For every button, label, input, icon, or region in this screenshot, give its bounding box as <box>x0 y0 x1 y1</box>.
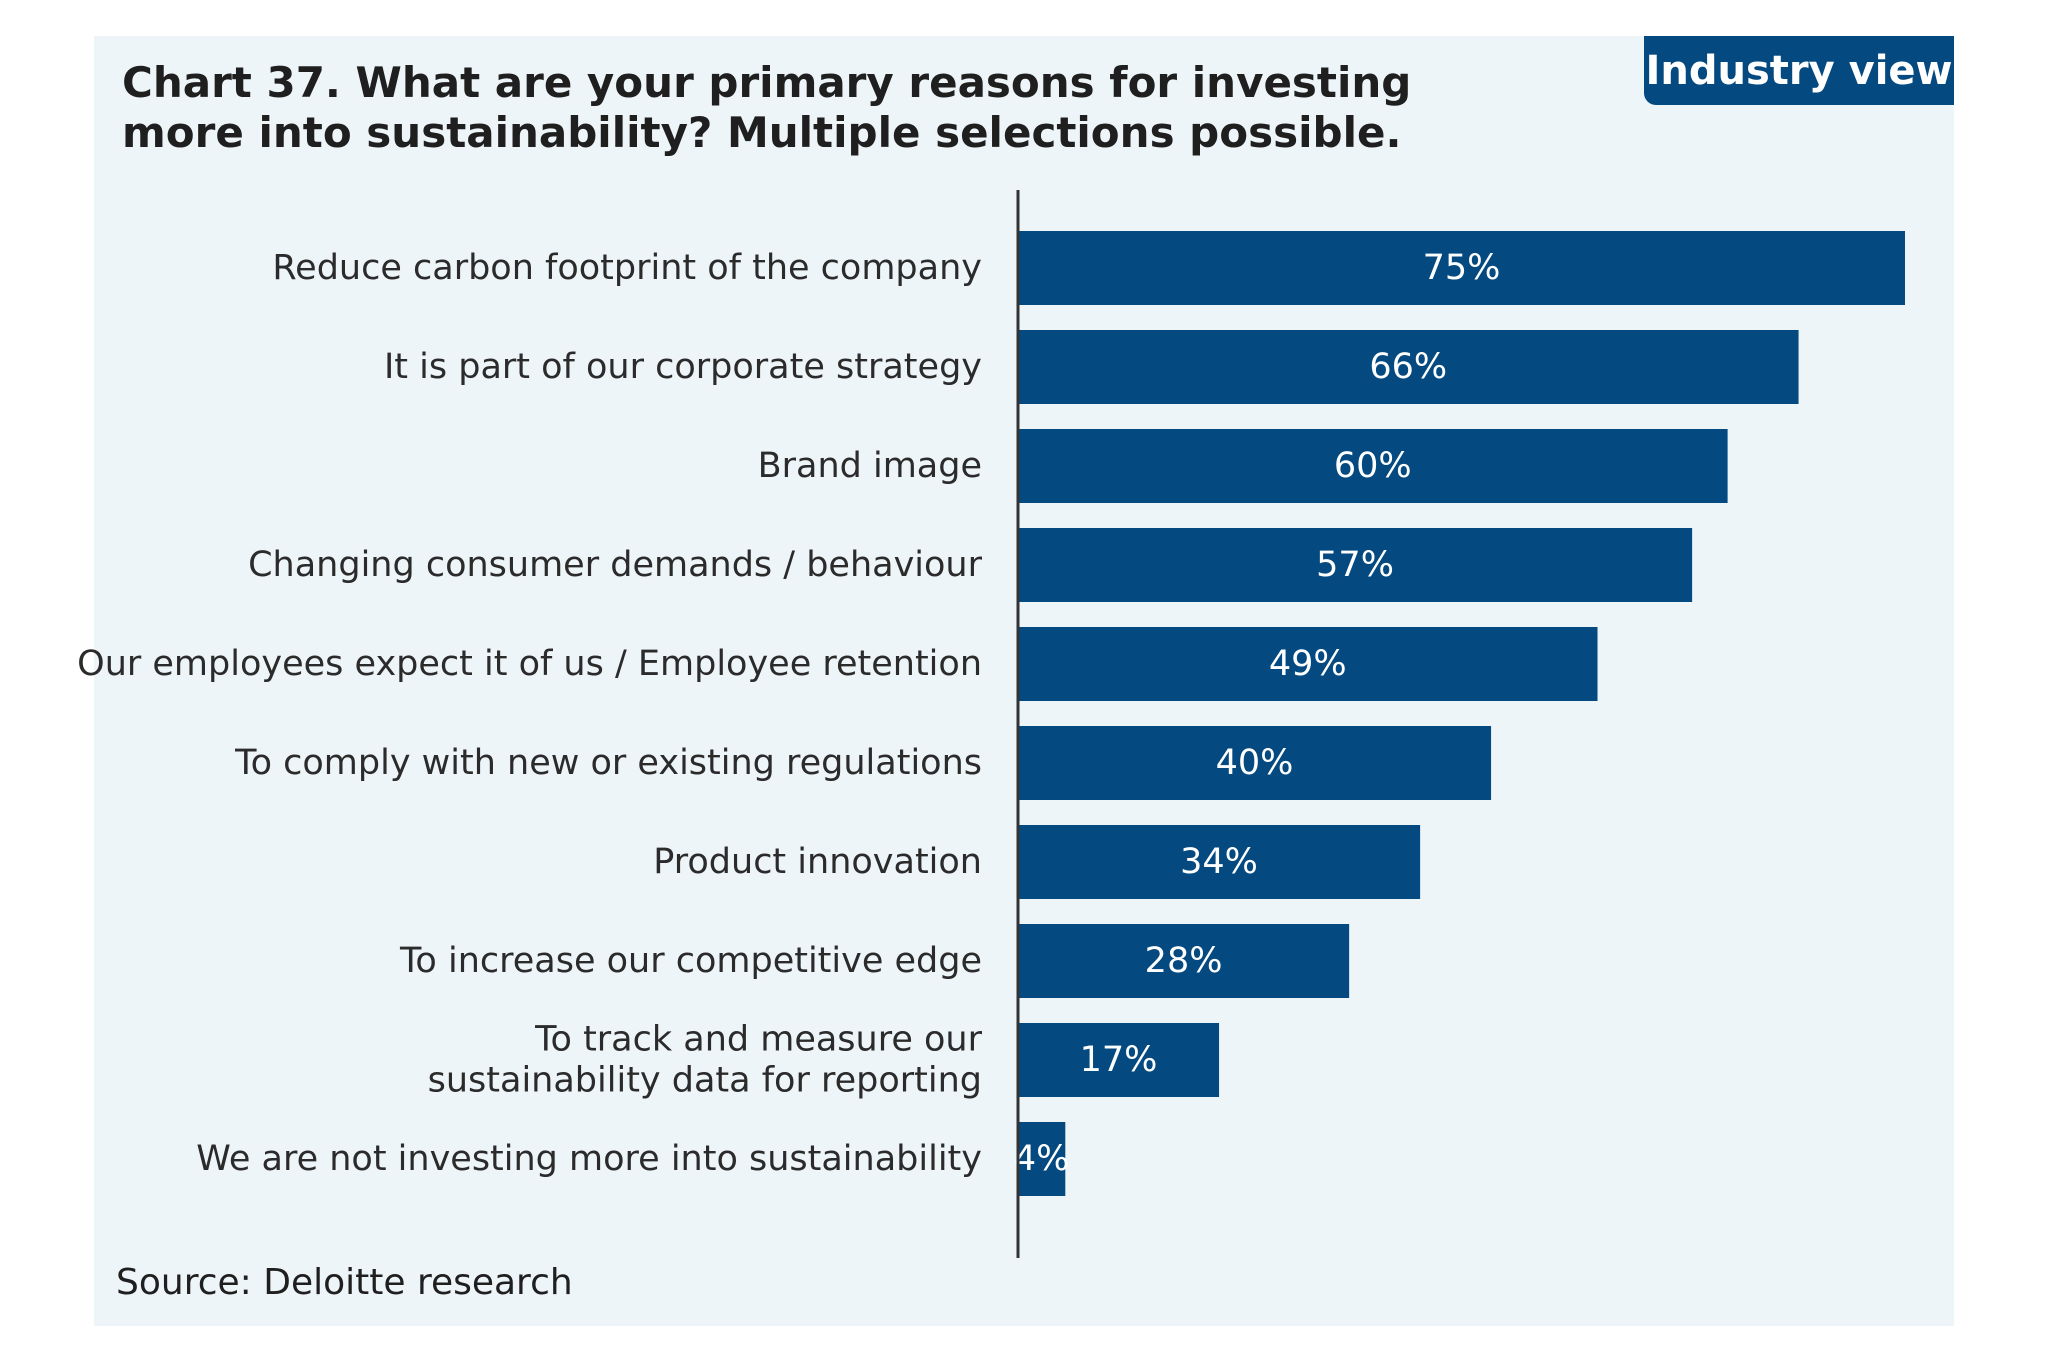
category-label: We are not investing more into sustainab… <box>196 1139 982 1179</box>
data-label: 57% <box>1316 545 1394 585</box>
data-label: 49% <box>1269 644 1347 684</box>
chart-title: Chart 37. What are your primary reasons … <box>122 58 1412 157</box>
industry-view-tag: Industry view <box>1644 36 1954 105</box>
bar <box>1018 726 1492 800</box>
data-label: 60% <box>1334 446 1412 486</box>
data-label: 34% <box>1180 842 1258 882</box>
bar <box>1018 924 1350 998</box>
bar <box>1018 231 1905 305</box>
bar <box>1018 825 1421 899</box>
bar <box>1018 330 1799 404</box>
data-label: 66% <box>1369 347 1447 387</box>
category-label: To comply with new or existing regulatio… <box>234 743 982 783</box>
category-label: It is part of our corporate strategy <box>384 347 982 387</box>
category-label: Our employees expect it of us / Employee… <box>77 644 982 684</box>
category-label: Product innovation <box>653 842 982 882</box>
data-label: 4% <box>1014 1139 1070 1179</box>
category-label: Brand image <box>758 446 982 486</box>
category-label: To track and measure our sustainability d… <box>428 1020 983 1101</box>
source-note: Source: Deloitte research <box>116 1262 573 1303</box>
bar <box>1018 528 1693 602</box>
data-label: 75% <box>1423 248 1501 288</box>
bar <box>1018 1023 1220 1097</box>
data-label: 28% <box>1145 941 1223 981</box>
category-label: To increase our competitive edge <box>399 941 982 981</box>
data-label: 40% <box>1216 743 1294 783</box>
data-label: 17% <box>1080 1040 1158 1080</box>
category-label: Changing consumer demands / behaviour <box>248 545 982 585</box>
bar <box>1018 627 1598 701</box>
category-label: Reduce carbon footprint of the company <box>272 248 982 288</box>
bar <box>1018 1122 1066 1196</box>
bar <box>1018 429 1728 503</box>
